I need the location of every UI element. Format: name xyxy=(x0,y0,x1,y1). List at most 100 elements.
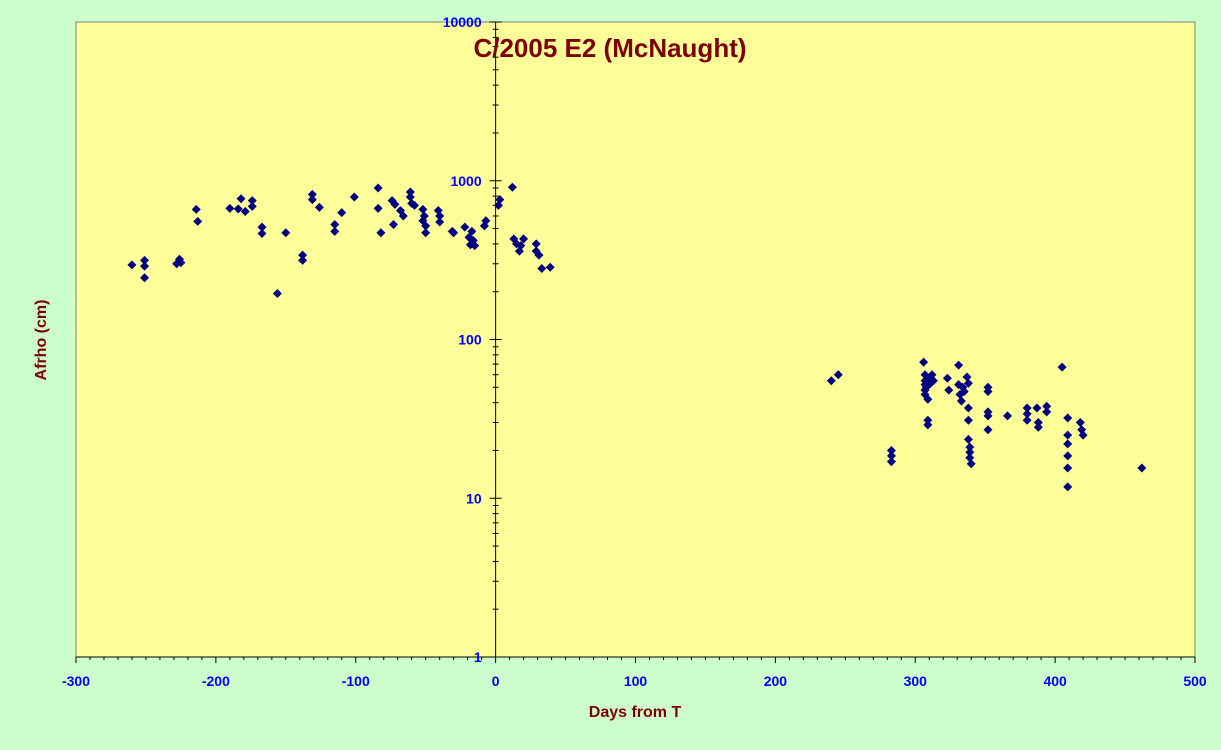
data-point xyxy=(965,447,975,457)
data-point xyxy=(298,255,308,265)
data-point xyxy=(1057,362,1067,372)
data-point xyxy=(376,228,386,238)
data-point xyxy=(886,445,896,455)
y-tick-label: 10 xyxy=(466,490,482,506)
data-point xyxy=(516,241,526,251)
data-point xyxy=(826,376,836,386)
data-point xyxy=(193,216,203,226)
data-point xyxy=(923,420,933,430)
x-tick-label: -200 xyxy=(202,673,230,689)
x-tick-label: 400 xyxy=(1043,673,1067,689)
data-point xyxy=(405,192,415,202)
data-point xyxy=(1022,409,1032,419)
data-point xyxy=(1022,403,1032,413)
data-point xyxy=(257,222,267,232)
data-point xyxy=(963,378,973,388)
data-point xyxy=(942,373,952,383)
data-point xyxy=(176,258,186,268)
data-point xyxy=(470,241,480,251)
data-point xyxy=(307,195,317,205)
data-point xyxy=(373,203,383,213)
data-point xyxy=(1063,413,1073,423)
data-point xyxy=(507,182,517,192)
data-point xyxy=(537,264,547,274)
data-point xyxy=(963,403,973,413)
data-point xyxy=(966,459,976,469)
data-point xyxy=(886,457,896,467)
data-point xyxy=(390,199,400,209)
data-point xyxy=(307,189,317,199)
y-axis-title: Afrho (cm) xyxy=(33,300,50,381)
data-point xyxy=(1063,439,1073,449)
data-point xyxy=(140,255,150,265)
data-point xyxy=(373,183,383,193)
data-points xyxy=(127,182,1147,492)
data-point xyxy=(1063,451,1073,461)
data-point xyxy=(398,211,408,221)
y-tick-label: 10000 xyxy=(443,14,482,30)
data-point xyxy=(337,208,347,218)
data-point xyxy=(944,385,954,395)
y-tick-label: 100 xyxy=(458,332,482,348)
data-point xyxy=(257,229,267,239)
data-point xyxy=(956,396,966,406)
data-point xyxy=(1042,407,1052,417)
x-axis-title: Days from T xyxy=(589,704,682,721)
y-tick-label: 1 xyxy=(474,649,482,665)
data-point xyxy=(928,376,938,386)
data-point xyxy=(1063,463,1073,473)
data-point xyxy=(963,434,973,444)
data-point xyxy=(421,228,431,238)
data-point xyxy=(519,234,529,244)
axes: -300 -200 -100 0 100 200 300 400 500 1 10 100 1000 10… xyxy=(62,14,1207,689)
y-tick-label: 1000 xyxy=(450,173,481,189)
data-point xyxy=(962,372,972,382)
data-point xyxy=(247,196,257,206)
data-point xyxy=(959,387,969,397)
data-point xyxy=(927,370,937,380)
plot-area xyxy=(75,21,1196,658)
data-point xyxy=(191,204,201,214)
data-point xyxy=(1033,418,1043,428)
data-point xyxy=(1033,422,1043,432)
data-point xyxy=(886,451,896,461)
data-point xyxy=(495,195,505,205)
data-point xyxy=(1063,430,1073,440)
data-point xyxy=(435,217,445,227)
data-point xyxy=(963,415,973,425)
data-point xyxy=(233,204,243,214)
data-point xyxy=(247,201,257,211)
data-point xyxy=(965,453,975,463)
data-point xyxy=(534,250,544,260)
data-point xyxy=(983,387,993,397)
data-point xyxy=(449,228,459,238)
data-point xyxy=(923,394,933,404)
data-point xyxy=(272,288,282,298)
data-point xyxy=(1003,411,1013,421)
x-tick-label: 500 xyxy=(1183,673,1207,689)
data-point xyxy=(435,211,445,221)
data-point xyxy=(1078,430,1088,440)
data-point xyxy=(545,262,555,272)
data-point xyxy=(298,250,308,260)
data-point xyxy=(1042,401,1052,411)
x-tick-label: -100 xyxy=(342,673,370,689)
data-point xyxy=(467,226,477,236)
data-point xyxy=(1075,418,1085,428)
x-tick-label: 200 xyxy=(764,673,788,689)
data-point xyxy=(983,425,993,435)
x-tick-label: 100 xyxy=(624,673,648,689)
data-point xyxy=(919,357,929,367)
data-point xyxy=(225,203,235,213)
data-point xyxy=(409,200,419,210)
data-point xyxy=(405,187,415,197)
data-point xyxy=(1032,403,1042,413)
data-point xyxy=(140,273,150,283)
data-point xyxy=(954,360,964,370)
data-point xyxy=(1022,415,1032,425)
data-point xyxy=(1137,463,1147,473)
data-point xyxy=(983,411,993,421)
data-point xyxy=(460,222,470,232)
data-point xyxy=(389,220,399,230)
